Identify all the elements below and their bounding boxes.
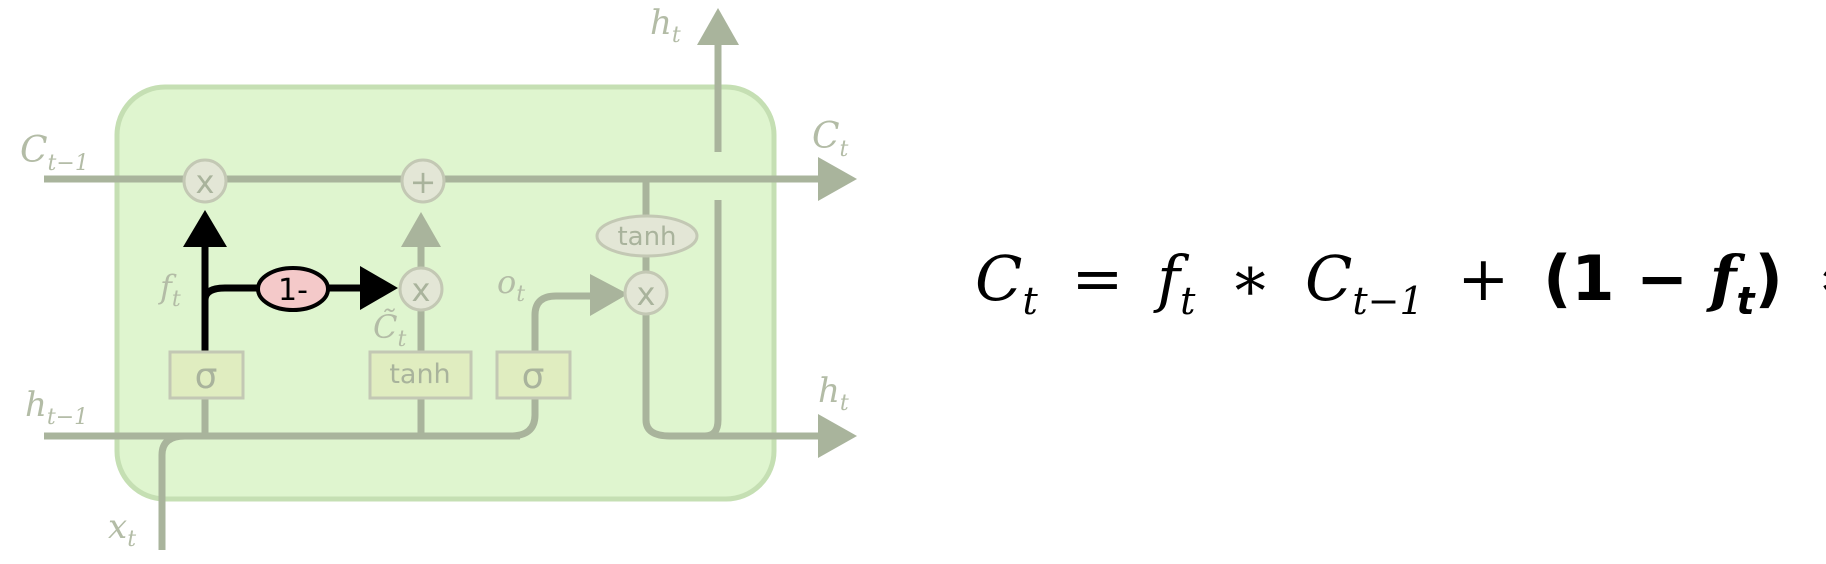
x-input-line [158, 432, 186, 550]
h-out-label: ht [818, 371, 849, 416]
c-out-base: C [812, 116, 840, 157]
output-gate-line [531, 292, 600, 352]
one-minus-arrowhead [360, 266, 398, 310]
eq-plus: + [1457, 242, 1510, 315]
x-in-label: xt [108, 507, 136, 552]
x-in-sub: t [127, 527, 136, 552]
o-gate-sub: t [516, 282, 525, 307]
h-out-sub: t [840, 391, 849, 416]
h-top-sub: t [672, 23, 681, 48]
eq-c-prev-base: C [1304, 242, 1353, 315]
h-prev-base: h [25, 385, 47, 425]
c-prev-sub: t−1 [48, 151, 89, 176]
eq-star-2: ∗ [1817, 242, 1826, 315]
c-out-sub: t [840, 137, 849, 162]
forget-mult-symbol: x [196, 163, 215, 201]
hidden-to-output-gate-line [509, 398, 539, 440]
h-out-base: h [818, 371, 840, 411]
input-mult-op: x [398, 266, 444, 312]
eq-c-prev-sub: t−1 [1352, 279, 1424, 323]
cell-tanh-op: tanh [595, 214, 699, 258]
output-gate-arrowhead [590, 274, 628, 316]
input-mult-symbol: x [412, 271, 431, 309]
eq-star-1: ∗ [1229, 242, 1272, 315]
lstm-cell-box [114, 84, 777, 502]
sigma-forget-layer: σ [168, 350, 245, 400]
h-top-label: ht [650, 3, 681, 48]
output-mult-op: x [623, 270, 669, 316]
eq-rparen: ) [1754, 242, 1783, 315]
eq-fb-sub: t [1736, 279, 1755, 323]
hidden-up-arrowhead [697, 8, 739, 45]
f-gate-sub: t [172, 287, 181, 312]
o-gate-base: o [497, 263, 516, 301]
mult-to-hidden-out-line [642, 312, 825, 440]
cell-plus-op: + [400, 158, 446, 204]
h-top-base: h [650, 3, 672, 43]
c-tilde-label: C̃t [373, 308, 406, 352]
h-prev-label: ht−1 [25, 385, 88, 430]
sigma-output-layer: σ [495, 350, 572, 400]
cell-state-arrowhead [818, 157, 857, 201]
eq-f-base: f [1157, 242, 1181, 315]
c-tilde-sub: t [397, 327, 406, 352]
hidden-up-line-lower [704, 200, 722, 440]
hidden-out-arrowhead [818, 414, 857, 458]
cell-tanh-symbol: tanh [617, 222, 676, 252]
c-prev-base: C [20, 130, 48, 171]
eq-lhs-sub: t [1022, 279, 1038, 323]
eq-one-minus-group: (1 − ft) [1543, 242, 1783, 321]
eq-lparen: (1 − [1543, 242, 1689, 315]
c-prev-label: Ct−1 [20, 130, 89, 176]
h-prev-sub: t−1 [47, 405, 88, 430]
forget-mult-op: x [182, 158, 228, 204]
forget-arrowhead [183, 210, 227, 247]
c-tilde-base: C̃ [373, 308, 397, 346]
eq-lhs-base: C [975, 242, 1023, 315]
eq-fb-base: f [1709, 242, 1737, 315]
tanh-candidate-symbol: tanh [389, 359, 450, 390]
o-gate-label: ot [497, 263, 525, 307]
output-mult-symbol: x [637, 275, 656, 313]
cell-plus-symbol: + [410, 163, 437, 201]
c-out-label: Ct [812, 116, 849, 162]
eq-equals: = [1071, 242, 1124, 315]
forget-to-one-minus-line [201, 284, 260, 310]
plus-arrowhead [401, 212, 441, 247]
eq-f-sub: t [1180, 279, 1196, 323]
tanh-candidate-layer: tanh [368, 350, 473, 400]
one-minus-op: 1- [256, 266, 330, 312]
cell-update-equation: Ct = ft ∗ Ct−1 + (1 − ft) ∗ Ct [975, 248, 1826, 323]
x-in-base: x [108, 507, 127, 547]
one-minus-symbol: 1- [278, 273, 308, 308]
sigma-forget-symbol: σ [195, 356, 218, 397]
sigma-output-symbol: σ [522, 356, 545, 397]
